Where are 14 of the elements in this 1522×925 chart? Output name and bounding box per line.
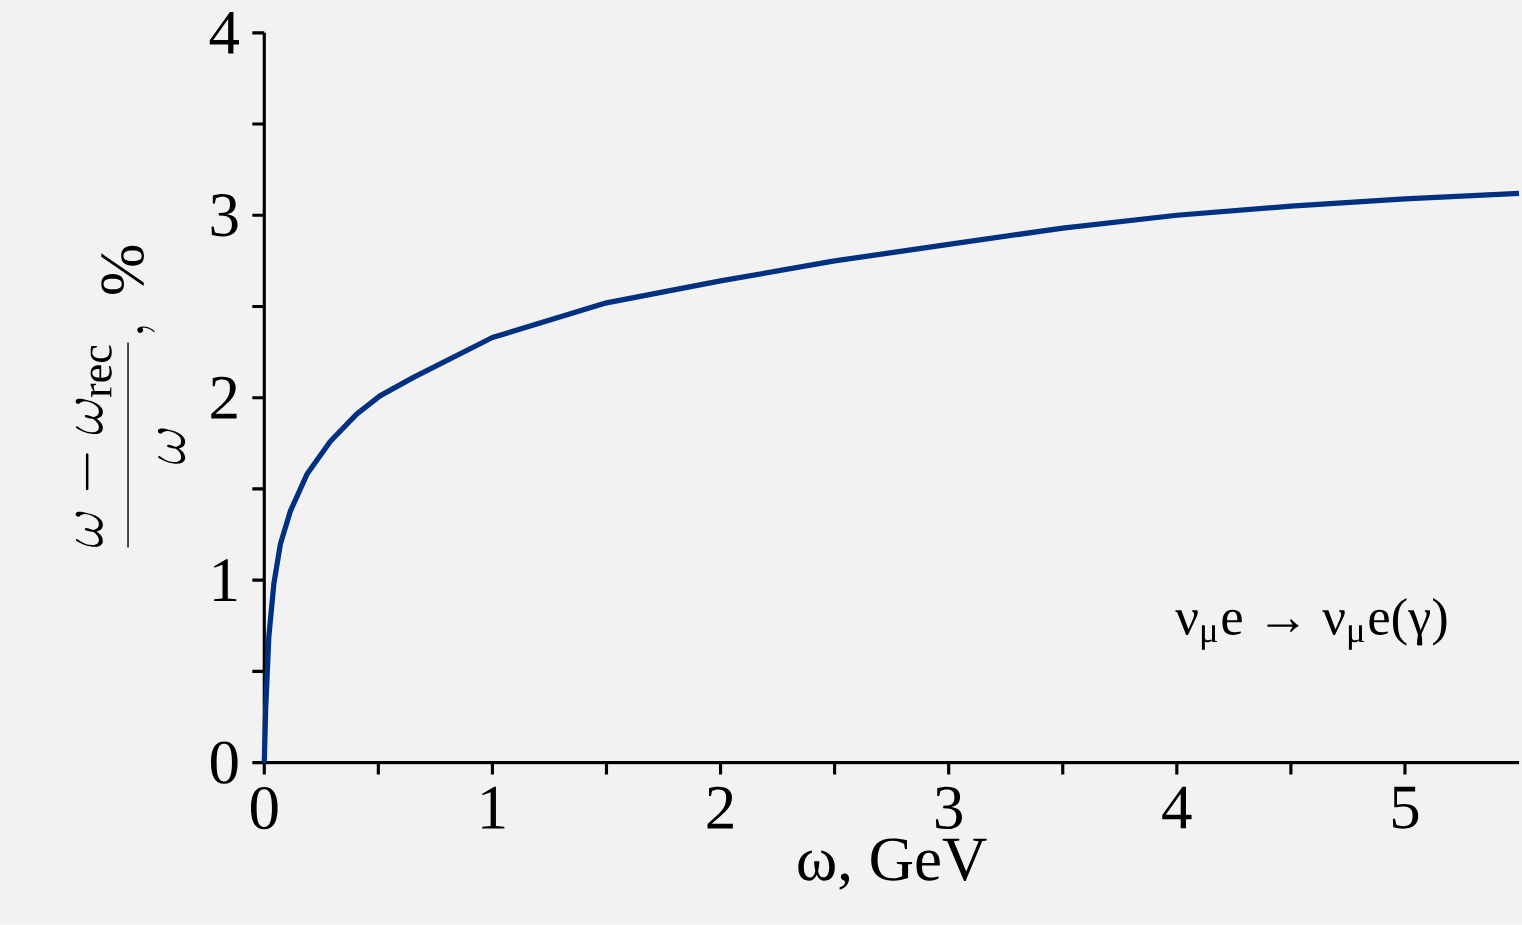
x-tick-label: 3 <box>935 787 962 830</box>
y-tick-label: 3 <box>211 194 238 237</box>
annotation: ν$_{μ}$e → ν$_{μ}$e(γ) <box>1175 598 1447 650</box>
y-tick-label: 4 <box>209 12 240 54</box>
x-tick-label: 2 <box>707 787 733 829</box>
y-tick-label: 0 <box>210 741 238 784</box>
y-tick-label: 1 <box>214 559 237 602</box>
x-axis-title: ω, GeV <box>798 838 987 890</box>
x-tick-label: 4 <box>1162 787 1192 829</box>
y-axis-title: $\frac{\omega-\omega_{\mathrm{rec}}}{\omega},\ \%$ <box>75 245 186 548</box>
x-tick-label: 0 <box>250 787 278 830</box>
y-tick-label: 2 <box>211 377 237 419</box>
x-tick-label: 5 <box>1392 787 1419 829</box>
x-tick-label: 1 <box>482 787 505 829</box>
